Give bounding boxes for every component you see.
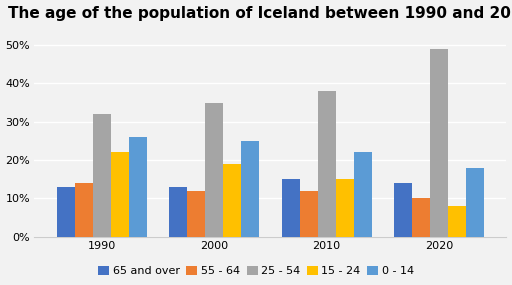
Bar xyxy=(111,152,129,237)
Bar xyxy=(412,198,430,237)
Bar xyxy=(223,164,241,237)
Bar xyxy=(430,49,448,237)
Bar xyxy=(282,179,300,237)
Bar xyxy=(317,91,336,237)
Bar xyxy=(93,114,111,237)
Legend: 65 and over, 55 - 64, 25 - 54, 15 - 24, 0 - 14: 65 and over, 55 - 64, 25 - 54, 15 - 24, … xyxy=(95,263,417,280)
Bar xyxy=(205,103,223,237)
Bar xyxy=(448,206,466,237)
Bar xyxy=(187,191,205,237)
Bar xyxy=(354,152,372,237)
Bar xyxy=(75,183,93,237)
Title: The age of the population of Iceland between 1990 and 2020: The age of the population of Iceland bet… xyxy=(8,5,512,21)
Bar xyxy=(241,141,259,237)
Bar xyxy=(129,137,147,237)
Bar xyxy=(169,187,187,237)
Bar xyxy=(394,183,412,237)
Bar xyxy=(300,191,317,237)
Bar xyxy=(336,179,354,237)
Bar xyxy=(466,168,484,237)
Bar xyxy=(57,187,75,237)
